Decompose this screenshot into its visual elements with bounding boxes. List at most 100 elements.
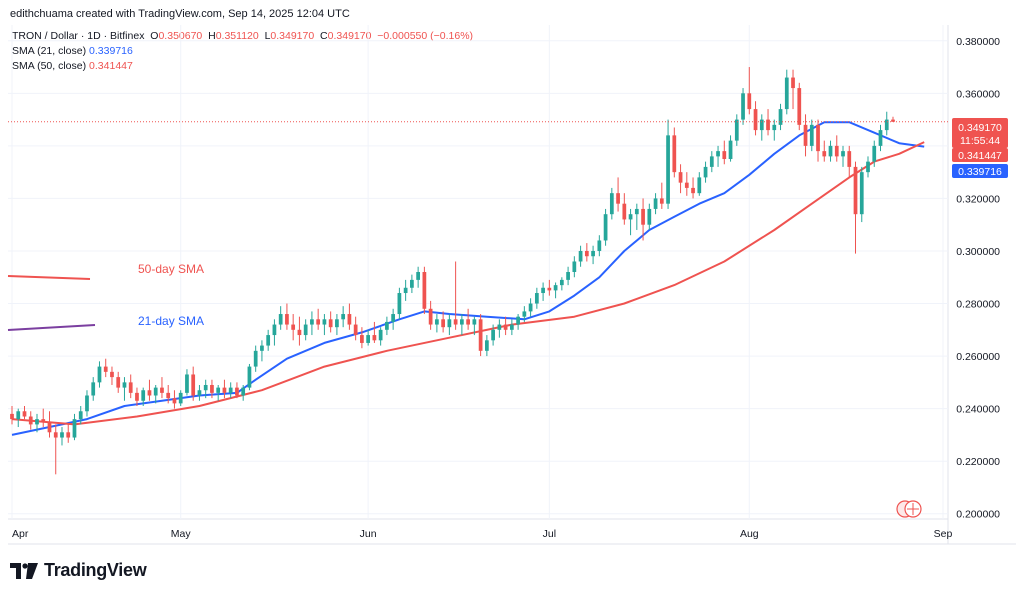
candle-body: [322, 319, 327, 325]
candle-up: [278, 306, 283, 330]
candle-body: [634, 208, 639, 215]
candle-body: [22, 411, 27, 417]
candle-body: [85, 395, 89, 412]
candle-body: [516, 316, 520, 325]
candle-body: [122, 382, 127, 388]
candle-down: [803, 114, 808, 157]
candle-body: [391, 314, 396, 322]
candle-down: [210, 379, 214, 399]
candle-body: [185, 374, 189, 393]
candle-body: [753, 109, 758, 131]
candle-body: [66, 432, 71, 438]
candle-down: [22, 406, 27, 420]
candle-body: [553, 285, 558, 291]
candle-body: [266, 335, 271, 346]
candle-down: [103, 358, 108, 378]
candle-down: [291, 314, 296, 341]
candle-up: [472, 316, 477, 336]
candle-down: [659, 182, 664, 209]
candle-down: [172, 390, 177, 409]
annotation-layer: 50-day SMA 21-day SMA: [7, 262, 204, 331]
sma21-line[interactable]: [11, 121, 925, 436]
sma50-line[interactable]: [11, 141, 925, 426]
candle-body: [385, 321, 389, 330]
low-label: L: [264, 30, 271, 42]
candle-body: [797, 88, 802, 125]
candle-up: [741, 88, 745, 125]
candle-body: [60, 432, 64, 438]
candle-body: [160, 387, 164, 393]
candle-body: [728, 140, 733, 160]
candle-body: [847, 151, 852, 167]
candle-body: [622, 203, 627, 220]
candle-up: [553, 282, 558, 299]
candle-down: [160, 377, 164, 399]
candle-body: [203, 384, 208, 391]
sma21-badge-text: 0.339716: [958, 166, 1002, 178]
candle-up: [266, 329, 271, 351]
candle-body: [78, 411, 83, 420]
candle-up: [484, 335, 489, 357]
events-icon[interactable]: [896, 500, 922, 518]
candle-body: [809, 124, 814, 146]
candle-down: [10, 406, 14, 425]
candle-up: [260, 340, 264, 362]
close-label: C: [320, 30, 328, 42]
candle-body: [372, 335, 377, 341]
candle-up: [559, 277, 564, 291]
sma21-legend[interactable]: SMA (21, close) 0.339716: [12, 45, 133, 57]
candle-down: [466, 308, 470, 330]
sma50-legend[interactable]: SMA (50, close) 0.341447: [12, 60, 133, 72]
candle-body: [584, 250, 589, 257]
candle-down: [547, 279, 552, 296]
candle-body: [428, 308, 433, 325]
candle-up: [78, 406, 83, 425]
candle-body: [509, 324, 514, 330]
candle-up: [35, 413, 39, 433]
candle-up: [653, 193, 658, 215]
close-value: 0.349170: [327, 30, 372, 42]
candle-layer: [10, 67, 895, 475]
candle-up: [709, 151, 714, 173]
candle-body: [691, 187, 695, 194]
candle-up: [603, 208, 608, 246]
candle-body: [559, 279, 564, 286]
candle-down: [641, 198, 645, 241]
candle-up: [628, 208, 633, 236]
candle-body: [110, 371, 114, 378]
candle-up: [778, 103, 783, 131]
symbol-legend: TRON / Dollar · 1D · Bitfinex O0.350670 …: [12, 30, 473, 42]
candle-up: [878, 124, 883, 152]
candle-down: [47, 411, 52, 438]
candle-body: [591, 250, 595, 257]
candle-up: [203, 379, 208, 399]
candle-down: [360, 327, 364, 349]
tradingview-logo[interactable]: TradingView: [10, 560, 147, 581]
candle-body: [347, 314, 352, 325]
y-tick-label: 0.220000: [956, 456, 1000, 468]
attribution-text: edithchuama created with TradingView.com…: [10, 8, 350, 20]
candle-down: [622, 193, 627, 225]
grid-layer: [8, 25, 948, 519]
candle-up: [335, 314, 339, 336]
candle-body: [278, 314, 283, 325]
candle-down: [722, 140, 727, 165]
candle-down: [822, 140, 827, 162]
candle-body: [210, 384, 214, 393]
candle-body: [472, 319, 477, 325]
candle-down: [41, 408, 46, 428]
candle-down: [28, 411, 33, 430]
candle-up: [178, 390, 183, 407]
candle-up: [153, 384, 158, 404]
candle-body: [603, 214, 608, 241]
candle-up: [322, 314, 327, 336]
candle-down: [584, 243, 589, 262]
candle-body: [241, 387, 246, 396]
candle-up: [784, 69, 789, 115]
candle-body: [566, 272, 570, 280]
candle-body: [734, 119, 739, 141]
sma21-price-badge: 0.339716: [952, 164, 1008, 178]
x-tick-label: Sep: [934, 528, 953, 540]
y-tick-label: 0.300000: [956, 246, 1000, 258]
